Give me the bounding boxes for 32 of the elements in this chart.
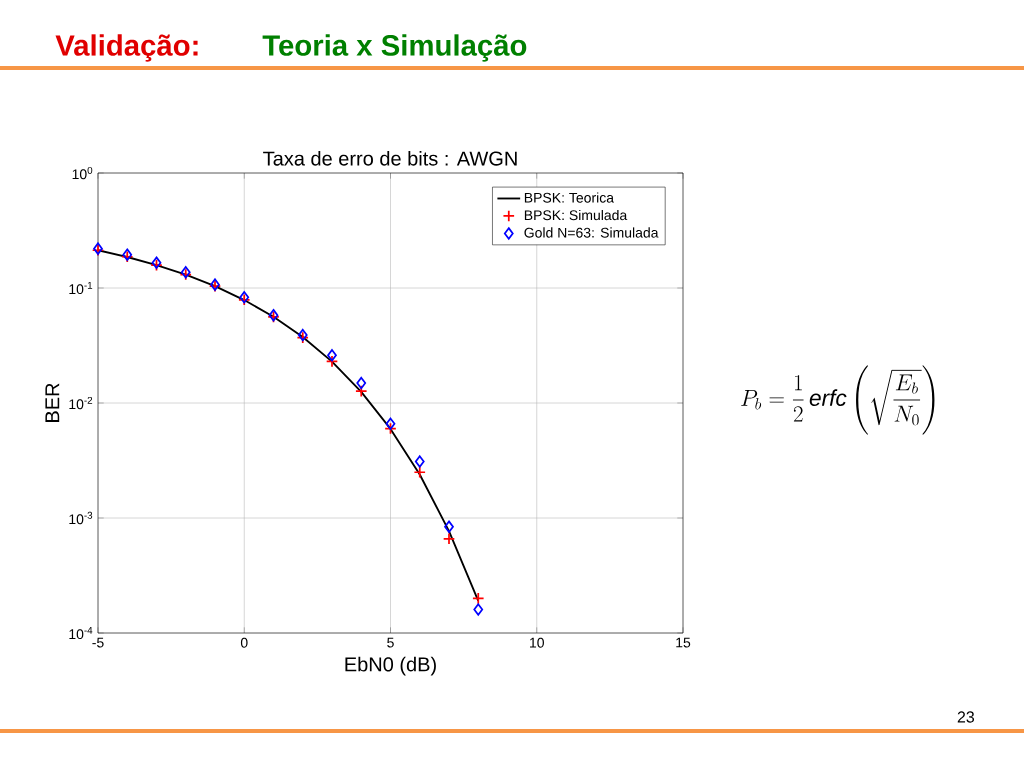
point: [472, 592, 485, 605]
legend-label: BPSK: Teorica: [524, 192, 615, 203]
point: [355, 384, 368, 398]
x-tick-label: 10: [530, 637, 544, 648]
point: [473, 603, 484, 616]
y-tick-label: 10$^{0}$: [72, 166, 93, 180]
point: [384, 422, 397, 435]
point: [385, 417, 396, 430]
x-tick-label: 15: [676, 637, 691, 648]
point: [414, 455, 425, 468]
point: [413, 466, 426, 479]
x-tick-label: 0: [240, 637, 248, 648]
text: Teoria x Simulação: [262, 34, 527, 62]
text: $P_b = \frac{1}{2}\,\mathbf{\mathit{erfc}}\left(\sqrt{\frac{E_b}{N_0}}\right)$: [741, 365, 935, 435]
point: [325, 355, 339, 368]
x-axis-title: EbN0 (dB): [345, 656, 436, 676]
chart-title: Taxa de erro de bits : AWGN: [263, 150, 517, 166]
point: [442, 532, 456, 545]
x-tick-label: 5: [387, 637, 394, 648]
x-tick-label: -5: [92, 637, 104, 648]
legend-label: Gold N=63: Simulada: [524, 227, 659, 238]
legend-label: BPSK: Simulada: [524, 209, 628, 221]
point: [356, 376, 367, 390]
y-tick-label: 10$^{-4}$: [69, 626, 93, 640]
text: Validação:: [55, 34, 198, 62]
text: 23: [957, 711, 975, 723]
y-tick-label: 10$^{-2}$: [69, 396, 93, 410]
y-tick-label: 10$^{-1}$: [69, 281, 93, 295]
y-axis-title: BER: [45, 383, 60, 422]
y-tick-label: 10$^{-3}$: [69, 511, 93, 525]
point: [444, 520, 454, 533]
point: [327, 349, 337, 362]
